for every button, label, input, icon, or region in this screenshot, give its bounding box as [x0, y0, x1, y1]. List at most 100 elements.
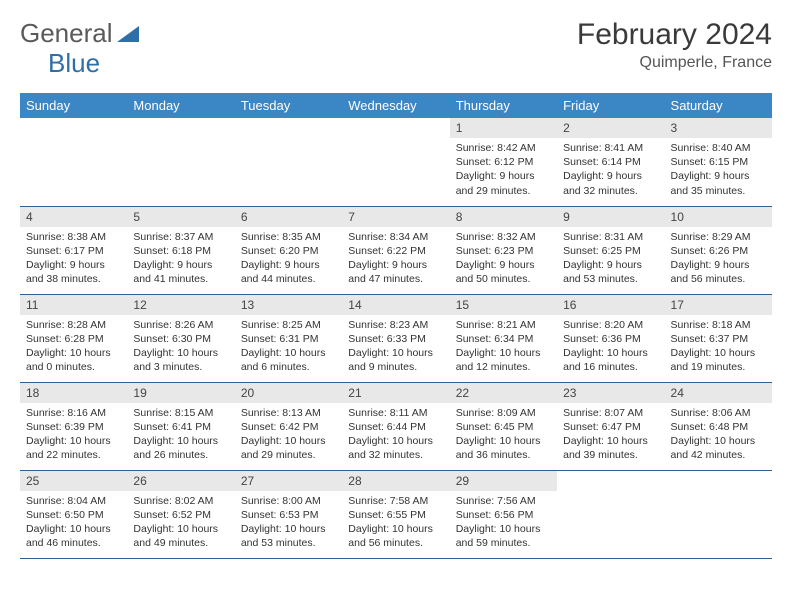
calendar-cell: 10Sunrise: 8:29 AMSunset: 6:26 PMDayligh…: [665, 206, 772, 294]
calendar-cell: 11Sunrise: 8:28 AMSunset: 6:28 PMDayligh…: [20, 294, 127, 382]
weekday-header: Friday: [557, 93, 664, 118]
day-number: 16: [557, 295, 664, 315]
day-details: Sunrise: 8:00 AMSunset: 6:53 PMDaylight:…: [235, 491, 342, 555]
calendar-cell: [235, 118, 342, 206]
day-number: 24: [665, 383, 772, 403]
day-details: Sunrise: 8:13 AMSunset: 6:42 PMDaylight:…: [235, 403, 342, 467]
calendar-cell: [557, 470, 664, 558]
day-details: Sunrise: 8:40 AMSunset: 6:15 PMDaylight:…: [665, 138, 772, 202]
calendar-cell: 28Sunrise: 7:58 AMSunset: 6:55 PMDayligh…: [342, 470, 449, 558]
day-number: 10: [665, 207, 772, 227]
calendar-cell: 19Sunrise: 8:15 AMSunset: 6:41 PMDayligh…: [127, 382, 234, 470]
day-details: Sunrise: 8:16 AMSunset: 6:39 PMDaylight:…: [20, 403, 127, 467]
day-number: 3: [665, 118, 772, 138]
calendar-cell: 15Sunrise: 8:21 AMSunset: 6:34 PMDayligh…: [450, 294, 557, 382]
calendar-cell: 6Sunrise: 8:35 AMSunset: 6:20 PMDaylight…: [235, 206, 342, 294]
day-details: Sunrise: 8:42 AMSunset: 6:12 PMDaylight:…: [450, 138, 557, 202]
logo-triangle-icon: [117, 18, 139, 49]
day-number: 28: [342, 471, 449, 491]
calendar-cell: 25Sunrise: 8:04 AMSunset: 6:50 PMDayligh…: [20, 470, 127, 558]
logo-word-1: General: [20, 18, 113, 49]
calendar-row: 1Sunrise: 8:42 AMSunset: 6:12 PMDaylight…: [20, 118, 772, 206]
day-details: Sunrise: 8:06 AMSunset: 6:48 PMDaylight:…: [665, 403, 772, 467]
day-details: Sunrise: 8:31 AMSunset: 6:25 PMDaylight:…: [557, 227, 664, 291]
calendar-cell: [127, 118, 234, 206]
day-number: 22: [450, 383, 557, 403]
calendar-cell: 4Sunrise: 8:38 AMSunset: 6:17 PMDaylight…: [20, 206, 127, 294]
day-number: 9: [557, 207, 664, 227]
calendar-cell: 21Sunrise: 8:11 AMSunset: 6:44 PMDayligh…: [342, 382, 449, 470]
calendar-cell: 23Sunrise: 8:07 AMSunset: 6:47 PMDayligh…: [557, 382, 664, 470]
calendar-cell: 14Sunrise: 8:23 AMSunset: 6:33 PMDayligh…: [342, 294, 449, 382]
day-details: Sunrise: 8:26 AMSunset: 6:30 PMDaylight:…: [127, 315, 234, 379]
day-details: Sunrise: 8:32 AMSunset: 6:23 PMDaylight:…: [450, 227, 557, 291]
day-details: Sunrise: 8:35 AMSunset: 6:20 PMDaylight:…: [235, 227, 342, 291]
day-details: Sunrise: 8:07 AMSunset: 6:47 PMDaylight:…: [557, 403, 664, 467]
calendar-body: 1Sunrise: 8:42 AMSunset: 6:12 PMDaylight…: [20, 118, 772, 558]
day-details: Sunrise: 8:04 AMSunset: 6:50 PMDaylight:…: [20, 491, 127, 555]
weekday-header: Wednesday: [342, 93, 449, 118]
calendar-cell: 24Sunrise: 8:06 AMSunset: 6:48 PMDayligh…: [665, 382, 772, 470]
day-number: 15: [450, 295, 557, 315]
weekday-header: Monday: [127, 93, 234, 118]
day-number: 14: [342, 295, 449, 315]
day-details: Sunrise: 8:15 AMSunset: 6:41 PMDaylight:…: [127, 403, 234, 467]
calendar-row: 4Sunrise: 8:38 AMSunset: 6:17 PMDaylight…: [20, 206, 772, 294]
day-details: Sunrise: 8:34 AMSunset: 6:22 PMDaylight:…: [342, 227, 449, 291]
day-number: 17: [665, 295, 772, 315]
day-number: 26: [127, 471, 234, 491]
calendar-cell: 3Sunrise: 8:40 AMSunset: 6:15 PMDaylight…: [665, 118, 772, 206]
day-details: Sunrise: 8:37 AMSunset: 6:18 PMDaylight:…: [127, 227, 234, 291]
day-details: Sunrise: 8:21 AMSunset: 6:34 PMDaylight:…: [450, 315, 557, 379]
day-details: Sunrise: 8:29 AMSunset: 6:26 PMDaylight:…: [665, 227, 772, 291]
day-details: Sunrise: 7:56 AMSunset: 6:56 PMDaylight:…: [450, 491, 557, 555]
calendar-cell: 20Sunrise: 8:13 AMSunset: 6:42 PMDayligh…: [235, 382, 342, 470]
day-number: 2: [557, 118, 664, 138]
calendar-cell: 7Sunrise: 8:34 AMSunset: 6:22 PMDaylight…: [342, 206, 449, 294]
day-number: 21: [342, 383, 449, 403]
weekday-header-row: SundayMondayTuesdayWednesdayThursdayFrid…: [20, 93, 772, 118]
day-number: 6: [235, 207, 342, 227]
calendar-cell: 16Sunrise: 8:20 AMSunset: 6:36 PMDayligh…: [557, 294, 664, 382]
location-subtitle: Quimperle, France: [577, 54, 772, 72]
calendar-cell: 17Sunrise: 8:18 AMSunset: 6:37 PMDayligh…: [665, 294, 772, 382]
calendar-cell: 9Sunrise: 8:31 AMSunset: 6:25 PMDaylight…: [557, 206, 664, 294]
calendar-cell: 12Sunrise: 8:26 AMSunset: 6:30 PMDayligh…: [127, 294, 234, 382]
calendar-cell: [20, 118, 127, 206]
calendar-cell: 5Sunrise: 8:37 AMSunset: 6:18 PMDaylight…: [127, 206, 234, 294]
day-number: 12: [127, 295, 234, 315]
day-number: 1: [450, 118, 557, 138]
calendar-cell: [665, 470, 772, 558]
logo: General: [20, 18, 141, 49]
day-details: Sunrise: 8:11 AMSunset: 6:44 PMDaylight:…: [342, 403, 449, 467]
calendar-cell: [342, 118, 449, 206]
day-details: Sunrise: 8:38 AMSunset: 6:17 PMDaylight:…: [20, 227, 127, 291]
day-number: 29: [450, 471, 557, 491]
day-details: Sunrise: 8:41 AMSunset: 6:14 PMDaylight:…: [557, 138, 664, 202]
calendar-cell: 26Sunrise: 8:02 AMSunset: 6:52 PMDayligh…: [127, 470, 234, 558]
calendar-row: 11Sunrise: 8:28 AMSunset: 6:28 PMDayligh…: [20, 294, 772, 382]
weekday-header: Thursday: [450, 93, 557, 118]
page-title: February 2024: [577, 18, 772, 52]
title-block: February 2024 Quimperle, France: [577, 18, 772, 72]
day-number: 8: [450, 207, 557, 227]
day-number: 27: [235, 471, 342, 491]
calendar-cell: 29Sunrise: 7:56 AMSunset: 6:56 PMDayligh…: [450, 470, 557, 558]
calendar-cell: 22Sunrise: 8:09 AMSunset: 6:45 PMDayligh…: [450, 382, 557, 470]
day-number: 11: [20, 295, 127, 315]
weekday-header: Saturday: [665, 93, 772, 118]
calendar-cell: 2Sunrise: 8:41 AMSunset: 6:14 PMDaylight…: [557, 118, 664, 206]
calendar-cell: 27Sunrise: 8:00 AMSunset: 6:53 PMDayligh…: [235, 470, 342, 558]
day-number: 7: [342, 207, 449, 227]
day-number: 19: [127, 383, 234, 403]
day-details: Sunrise: 7:58 AMSunset: 6:55 PMDaylight:…: [342, 491, 449, 555]
calendar-cell: 13Sunrise: 8:25 AMSunset: 6:31 PMDayligh…: [235, 294, 342, 382]
calendar-row: 18Sunrise: 8:16 AMSunset: 6:39 PMDayligh…: [20, 382, 772, 470]
calendar-cell: 1Sunrise: 8:42 AMSunset: 6:12 PMDaylight…: [450, 118, 557, 206]
day-details: Sunrise: 8:25 AMSunset: 6:31 PMDaylight:…: [235, 315, 342, 379]
calendar-cell: 8Sunrise: 8:32 AMSunset: 6:23 PMDaylight…: [450, 206, 557, 294]
day-number: 18: [20, 383, 127, 403]
logo-word-2: Blue: [48, 48, 100, 79]
day-details: Sunrise: 8:23 AMSunset: 6:33 PMDaylight:…: [342, 315, 449, 379]
day-number: 20: [235, 383, 342, 403]
